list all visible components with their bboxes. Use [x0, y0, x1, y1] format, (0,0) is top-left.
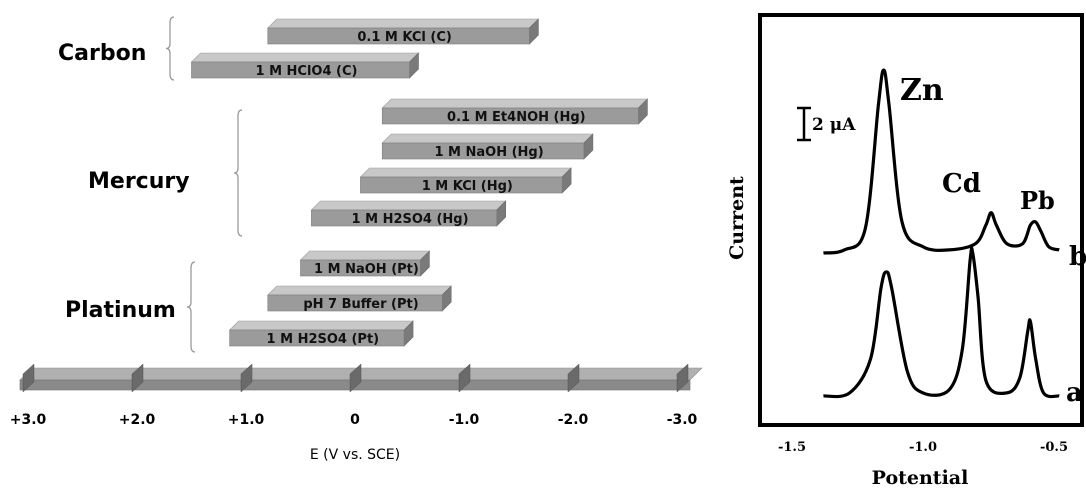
window-bar: 1 M KCl (Hg) [359, 167, 572, 194]
series-label-a: a [1066, 378, 1083, 408]
window-label: 0.1 M KCl (C) [357, 30, 451, 45]
current-scale-bar: 2 μA [797, 106, 856, 142]
group-label-platinum: Platinum [65, 298, 176, 323]
group-brace [165, 16, 175, 81]
window-bar-top [359, 167, 572, 178]
window-bar-front [267, 294, 443, 312]
window-label: 1 M HClO4 (C) [256, 64, 358, 79]
axis-tick-label: +2.0 [119, 412, 156, 428]
axis-tick-label: +1.0 [228, 412, 265, 428]
window-label: pH 7 Buffer (Pt) [303, 297, 418, 312]
window-bar: 1 M HClO4 (C) [190, 52, 420, 79]
window-bar-front [381, 107, 639, 125]
window-label: 1 M NaOH (Hg) [434, 145, 543, 160]
peak-label-zn: Zn [900, 73, 944, 108]
series-label-b: b [1069, 242, 1086, 272]
y-axis-title: Current [726, 176, 748, 260]
group-label-mercury: Mercury [88, 169, 190, 194]
x-tick-label: -1.5 [778, 440, 806, 455]
window-bar: 1 M H2SO4 (Hg) [310, 200, 507, 227]
x-axis-title: Potential [872, 467, 969, 489]
window-bar-front [191, 61, 410, 79]
x-tick-label: -0.5 [1040, 440, 1068, 455]
window-bar-top [381, 98, 649, 109]
trace-a [823, 246, 1060, 399]
peak-label-pb: Pb [1020, 186, 1055, 215]
potential-axis: +3.0 +2.0 +1.0 0 -1.0 -2.0 -3.0 E (V vs. SCE) [10, 363, 703, 463]
window-bar: 0.1 M Et4NOH (Hg) [381, 98, 649, 125]
window-bar-front [311, 209, 497, 227]
potential-window-chart: Carbon 0.1 M KCl (C) 1 M HClO4 (C) Mercury 0… [10, 16, 703, 463]
window-label: 0.1 M Et4NOH (Hg) [447, 110, 586, 125]
window-bar-top [381, 133, 594, 144]
axis-tick-mark [458, 363, 471, 393]
window-label: 1 M H2SO4 (Pt) [267, 332, 380, 347]
group-brace [186, 261, 196, 353]
window-bar-top [299, 250, 431, 261]
window-bar: 0.1 M KCl (C) [267, 18, 540, 45]
stripping-voltammogram-chart: -1.5 -1.0 -0.5 Potential Current 2 μA b a Zn Cd Pb [726, 13, 1086, 489]
window-bar-front [229, 329, 405, 347]
window-bar: 1 M NaOH (Hg) [381, 133, 594, 160]
window-bar: pH 7 Buffer (Pt) [267, 285, 452, 312]
axis-tick-mark [240, 363, 253, 393]
window-bar-top [267, 18, 540, 29]
window-bar-top [228, 320, 414, 331]
axis-tick-mark [22, 363, 35, 393]
peak-label-cd: Cd [942, 169, 981, 199]
x-axis-title: E (V vs. SCE) [310, 447, 400, 463]
plot-frame [758, 13, 1084, 427]
window-bar: 1 M NaOH (Pt) [299, 250, 431, 277]
x-tick-label: -1.0 [909, 440, 937, 455]
electrode-group-platinum: Platinum 1 M NaOH (Pt) pH 7 Buffer (Pt) 1 M… [65, 250, 452, 353]
axis-tick-mark [349, 363, 362, 393]
axis-tick-mark [131, 363, 144, 393]
group-brace [233, 109, 243, 237]
window-label: 1 M NaOH (Pt) [314, 262, 419, 277]
axis-tick-mark [567, 363, 580, 393]
window-bar-front [381, 142, 585, 160]
axis-tick-mark [676, 363, 689, 393]
window-bar-front [267, 27, 530, 45]
group-label-carbon: Carbon [58, 41, 146, 66]
axis-tick-label: -1.0 [449, 412, 480, 428]
scale-bar-label: 2 μA [812, 115, 856, 135]
window-bar: 1 M H2SO4 (Pt) [228, 320, 414, 347]
axis-tick-label: 0 [350, 412, 360, 428]
electrode-group-carbon: Carbon 0.1 M KCl (C) 1 M HClO4 (C) [58, 16, 540, 81]
axis-tick-label: -3.0 [667, 412, 698, 428]
axis-tick-label: -2.0 [558, 412, 589, 428]
window-label: 1 M H2SO4 (Hg) [352, 212, 469, 227]
window-label: 1 M KCl (Hg) [422, 179, 513, 194]
electrode-group-mercury: Mercury 0.1 M Et4NOH (Hg) 1 M NaOH (Hg) 1 M… [88, 98, 649, 237]
window-bar-top [267, 285, 452, 296]
axis-tick-label: +3.0 [10, 412, 47, 428]
window-bar-front [360, 176, 563, 194]
window-bar-front [300, 259, 421, 277]
window-bar-top [190, 52, 420, 63]
trace-b [823, 68, 1060, 255]
window-bar-top [310, 200, 507, 211]
